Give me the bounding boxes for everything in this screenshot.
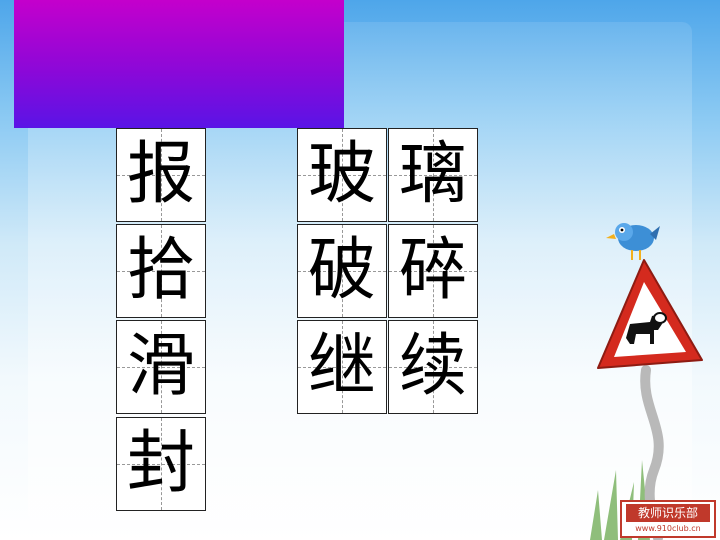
title-banner	[14, 0, 344, 128]
character: 璃	[398, 135, 467, 214]
character: 报	[126, 135, 195, 214]
char-cell: 拾	[116, 224, 206, 318]
character: 拾	[126, 231, 195, 310]
character: 碎	[398, 231, 467, 310]
char-cell: 玻	[297, 128, 387, 222]
character: 续	[398, 327, 467, 406]
char-cell: 报	[116, 128, 206, 222]
logo-url: www.910club.cn	[635, 524, 701, 533]
char-cell: 封	[116, 417, 206, 511]
logo-title: 教师识乐部	[626, 504, 710, 522]
char-cell: 破	[297, 224, 387, 318]
character: 破	[307, 231, 376, 310]
char-cell: 续	[388, 320, 478, 414]
character: 封	[126, 424, 195, 503]
character: 滑	[126, 327, 195, 406]
club-logo: 教师识乐部 www.910club.cn	[620, 500, 716, 538]
char-cell: 璃	[388, 128, 478, 222]
char-cell: 滑	[116, 320, 206, 414]
char-cell: 继	[297, 320, 387, 414]
char-cell: 碎	[388, 224, 478, 318]
warning-sign-icon	[590, 223, 703, 540]
character: 继	[307, 327, 376, 406]
character: 玻	[307, 135, 376, 214]
